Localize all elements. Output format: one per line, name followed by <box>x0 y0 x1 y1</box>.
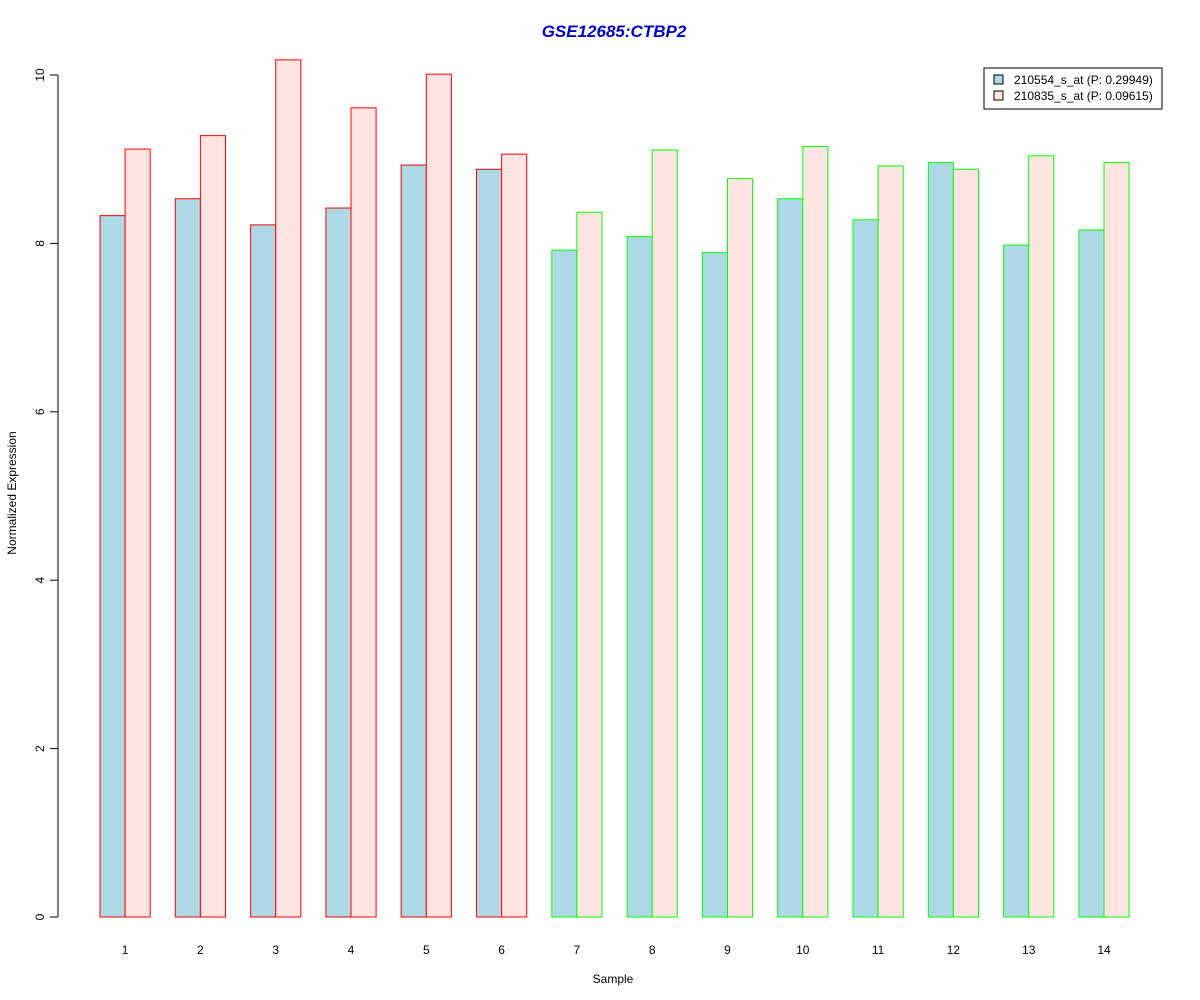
bar-series1-sample-7 <box>551 249 578 918</box>
bar-series1-sample-6 <box>476 168 503 918</box>
x-tick-label: 10 <box>796 943 810 957</box>
bar-series2-sample-2 <box>199 135 226 918</box>
x-tick-label: 4 <box>348 943 355 957</box>
x-tick-label: 12 <box>947 943 961 957</box>
legend-box <box>983 67 1163 110</box>
bar-series1-sample-4 <box>325 207 352 918</box>
bar-series2-sample-9 <box>727 178 754 918</box>
bar-series1-sample-3 <box>250 224 277 918</box>
bar-series1-sample-11 <box>852 219 879 918</box>
bar-series2-sample-12 <box>952 168 980 918</box>
bar-series1-sample-13 <box>1003 244 1030 918</box>
legend: 210554_s_at (P: 0.29949) 210835_s_at (P: … <box>983 67 1163 110</box>
legend-label-series1: 210554_s_at (P: 0.29949) <box>1014 73 1153 87</box>
y-tick-label: 10 <box>33 68 47 82</box>
bar-series2-sample-4 <box>350 107 377 918</box>
x-tick-label: 3 <box>272 943 279 957</box>
bar-series2-sample-3 <box>275 59 302 918</box>
bar-series1-sample-2 <box>174 198 201 918</box>
legend-swatch-series1 <box>993 74 1004 85</box>
x-tick-label: 8 <box>649 943 656 957</box>
x-tick-label: 14 <box>1097 943 1111 957</box>
bar-series1-sample-8 <box>626 236 653 918</box>
x-tick-label: 6 <box>498 943 505 957</box>
y-tick-label: 0 <box>33 913 47 920</box>
y-axis-label: Normalized Expression <box>5 431 19 554</box>
bar-series2-sample-10 <box>802 146 829 918</box>
bar-series2-sample-13 <box>1028 155 1055 918</box>
y-tick-label: 2 <box>33 745 47 752</box>
bar-series2-sample-8 <box>651 149 678 918</box>
x-tick-label: 1 <box>122 943 129 957</box>
bar-series1-sample-9 <box>701 252 729 918</box>
x-tick-labels: 1 2 3 4 5 6 7 8 9 10 11 12 13 14 <box>122 943 1111 957</box>
bar-series1-sample-1 <box>99 215 126 918</box>
chart-title: GSE12685:CTBP2 <box>542 22 687 41</box>
x-axis-label: Sample <box>593 972 634 986</box>
bar-series2-sample-11 <box>877 165 904 918</box>
x-tick-label: 7 <box>574 943 581 957</box>
y-tick-label: 8 <box>33 240 47 247</box>
y-tick-label: 4 <box>33 577 47 584</box>
bar-series2-sample-7 <box>576 211 603 918</box>
bar-series1-sample-5 <box>400 164 427 918</box>
bar-series2-sample-1 <box>124 148 151 918</box>
x-tick-label: 13 <box>1022 943 1036 957</box>
x-tick-label: 2 <box>197 943 204 957</box>
bar-series2-sample-14 <box>1103 162 1130 918</box>
x-tick-label: 9 <box>724 943 731 957</box>
bar-series1-sample-14 <box>1078 229 1105 918</box>
y-axis: 0 2 4 6 8 10 <box>33 68 59 920</box>
x-tick-label: 5 <box>423 943 430 957</box>
legend-label-series2: 210835_s_at (P: 0.09615) <box>1014 89 1153 103</box>
bar-series2-sample-5 <box>425 73 452 918</box>
bar-series2-sample-6 <box>501 153 528 918</box>
x-tick-label: 11 <box>872 943 885 957</box>
y-tick-label: 6 <box>33 408 47 415</box>
bars-group <box>99 59 1130 918</box>
legend-swatch-series2 <box>993 90 1004 101</box>
bar-series1-sample-10 <box>777 198 804 918</box>
bar-series1-sample-12 <box>927 162 954 918</box>
